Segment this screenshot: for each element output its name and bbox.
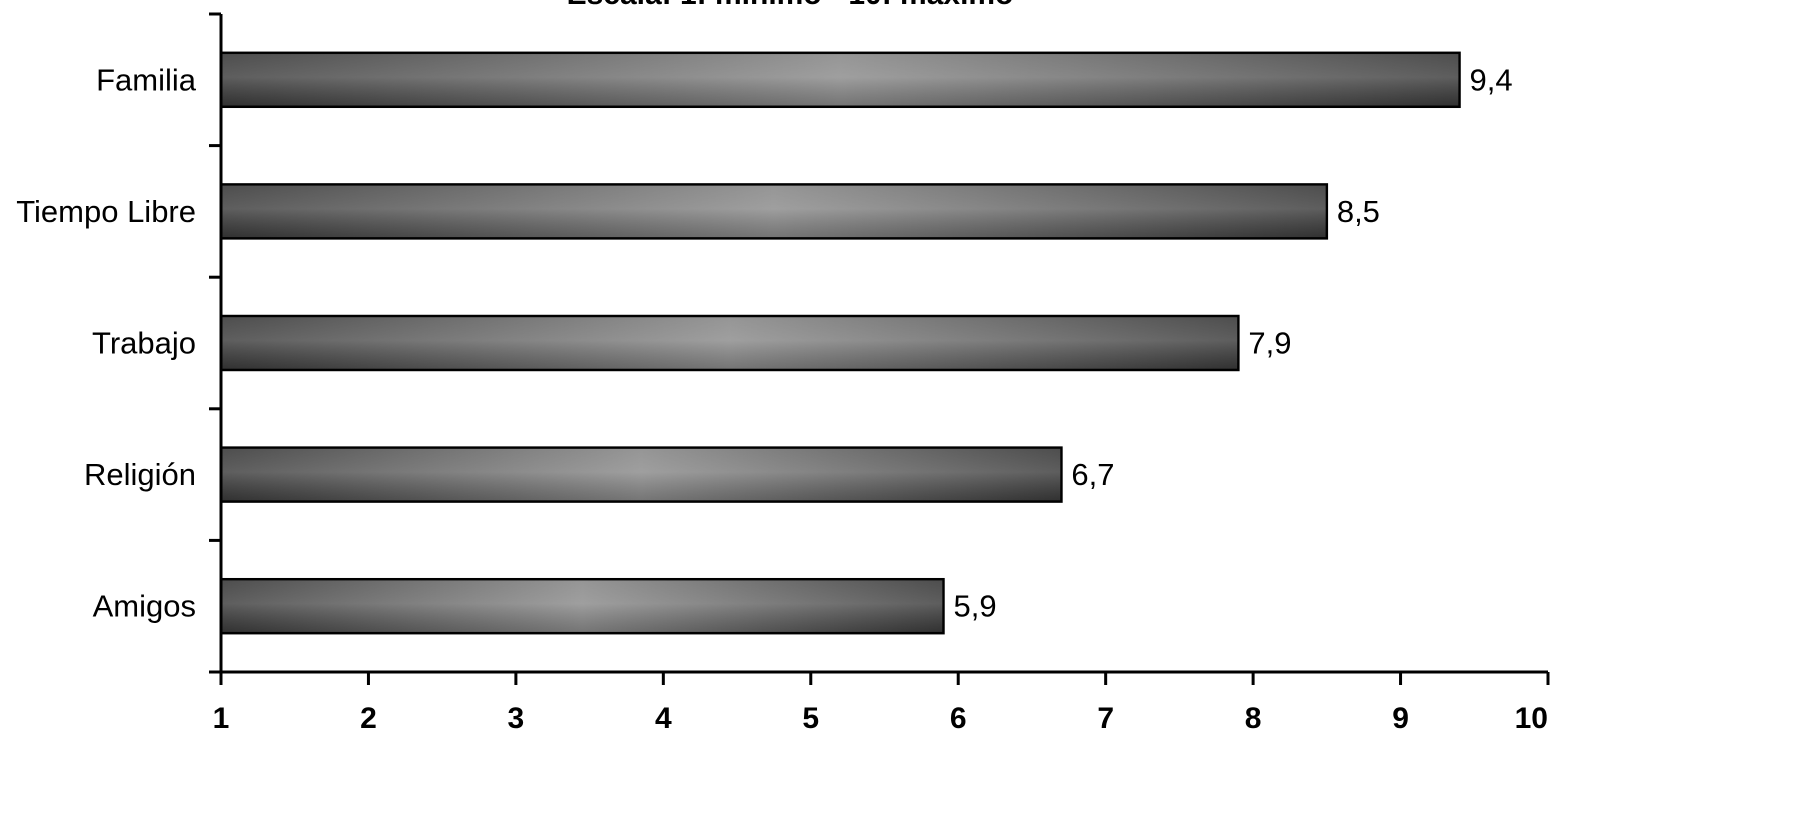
- bar-gloss: [222, 580, 943, 633]
- category-label: Religión: [84, 457, 196, 492]
- category-label: Trabajo: [92, 326, 196, 361]
- data-label: 5,9: [953, 589, 996, 624]
- x-tick-label: 3: [508, 702, 525, 735]
- bar-gloss: [222, 185, 1326, 238]
- chart-subtitle: Escala: 1: mínimo - 10: máximo: [567, 0, 1014, 11]
- bar-gloss: [222, 317, 1238, 369]
- bar-gloss: [222, 448, 1061, 501]
- x-tick-label: 9: [1392, 702, 1409, 735]
- x-axis-ticks: 1 2 3 4 5 6 7 8 9 10: [213, 672, 1550, 735]
- data-label: 8,5: [1337, 194, 1380, 229]
- x-tick-label: 10: [1515, 702, 1548, 735]
- x-tick-label: 4: [655, 702, 672, 735]
- x-tick-label: 5: [802, 702, 819, 735]
- x-tick-label: 8: [1245, 702, 1262, 735]
- bar-gloss: [222, 53, 1459, 106]
- category-label: Tiempo Libre: [16, 194, 196, 229]
- data-label: 7,9: [1248, 326, 1291, 361]
- bars-layer: [219, 51, 1461, 635]
- category-label: Familia: [96, 62, 197, 97]
- x-tick-label: 6: [950, 702, 967, 735]
- x-tick-label: 2: [360, 702, 377, 735]
- category-label: Amigos: [93, 589, 196, 624]
- data-label: 6,7: [1071, 457, 1114, 492]
- data-labels: 9,4 8,5 7,9 6,7 5,9: [953, 62, 1512, 623]
- data-label: 9,4: [1470, 62, 1513, 97]
- x-tick-label: 1: [213, 702, 230, 735]
- y-axis-ticks: [209, 12, 221, 674]
- x-tick-label: 7: [1097, 702, 1114, 735]
- category-labels: Familia Tiempo Libre Trabajo Religión Amigos: [16, 62, 197, 623]
